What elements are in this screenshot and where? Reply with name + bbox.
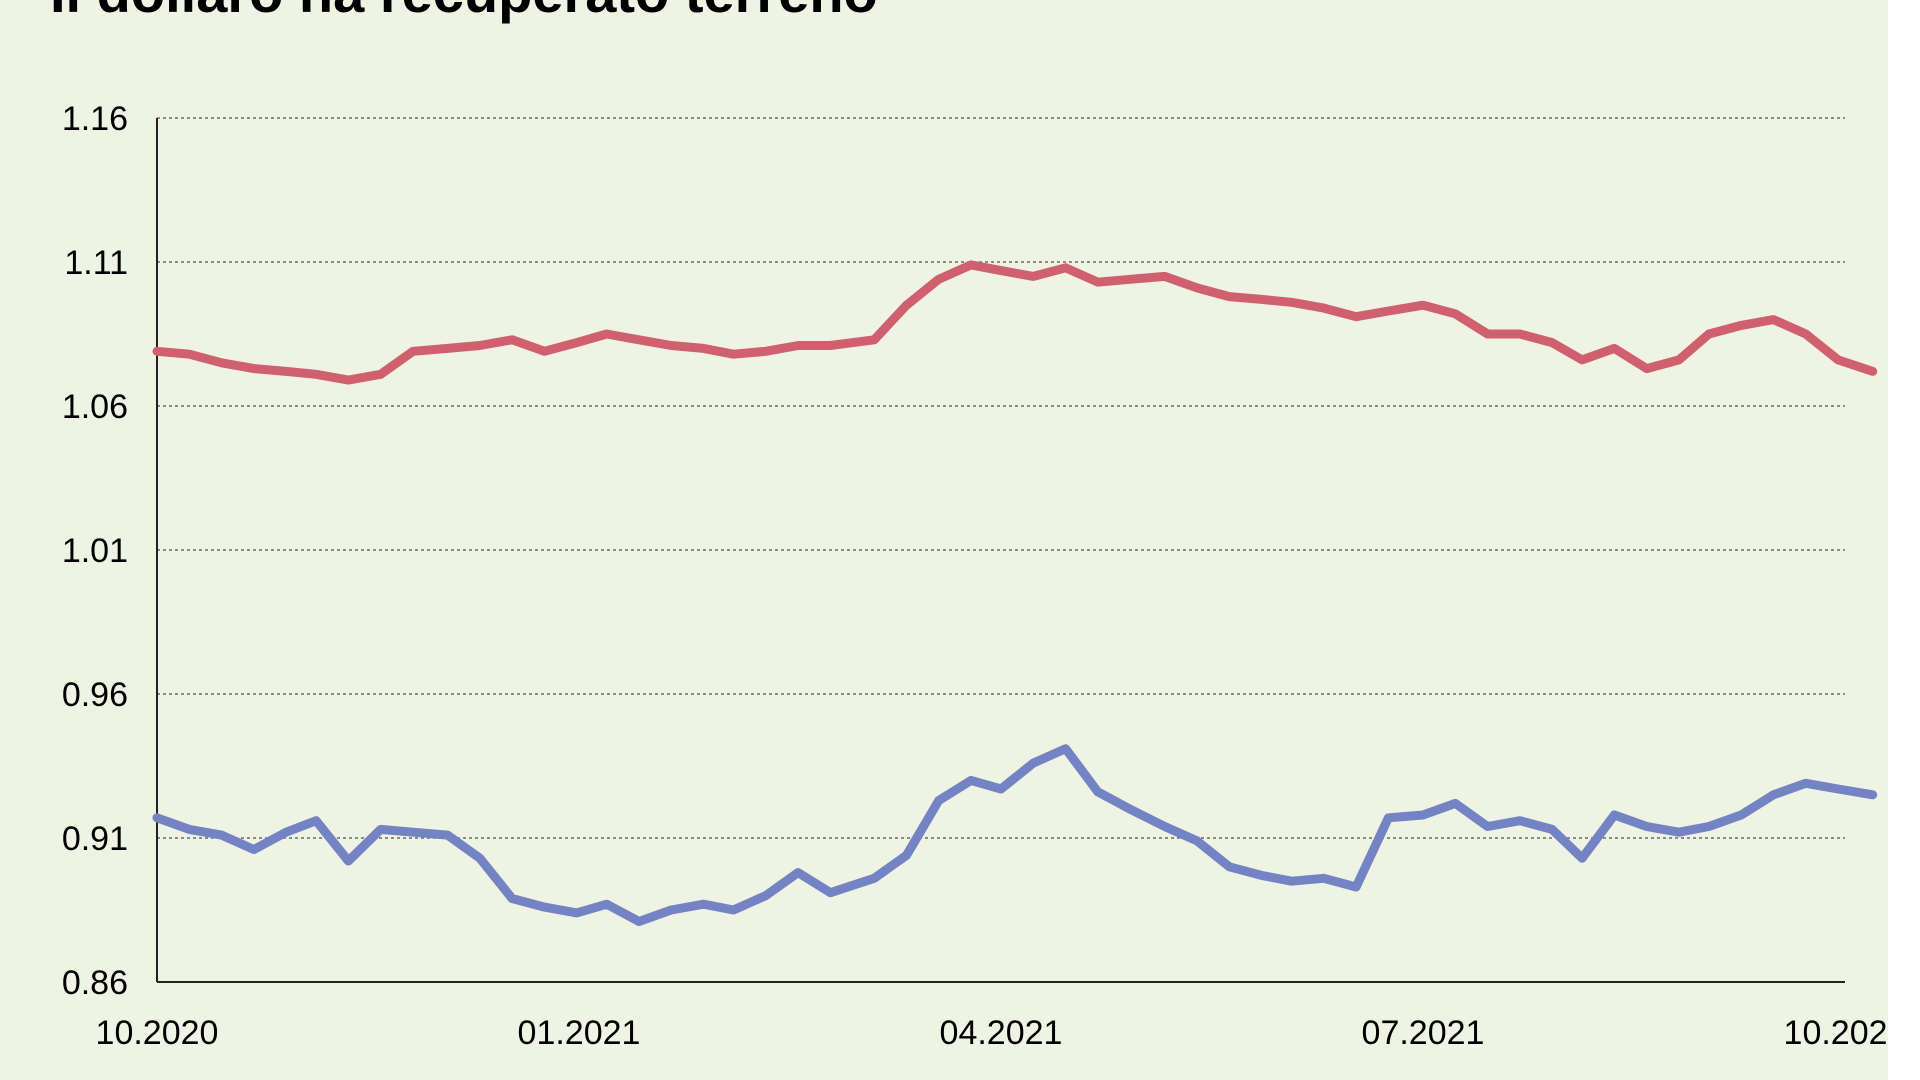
y-tick-label: 0.96 (62, 676, 128, 714)
y-tick-label: 1.01 (62, 532, 128, 570)
series-line-2 (152, 744, 1878, 926)
y-tick-label: 0.91 (62, 820, 128, 858)
chart-title: Il dollaro ha recuperato terreno (50, 0, 878, 25)
x-tick-label: 10.2020 (96, 1014, 219, 1052)
x-tick-label: 07.2021 (1362, 1014, 1485, 1052)
x-tick-label: 01.2021 (518, 1014, 641, 1052)
y-tick-label: 1.06 (62, 388, 128, 426)
y-tick-label: 1.16 (62, 100, 128, 138)
y-tick-label: 0.86 (62, 964, 128, 1002)
y-tick-label: 1.11 (64, 244, 128, 282)
x-tick-label: 10.2021 (1784, 1014, 1888, 1052)
series-line-1 (152, 260, 1878, 385)
x-tick-label: 04.2021 (940, 1014, 1063, 1052)
